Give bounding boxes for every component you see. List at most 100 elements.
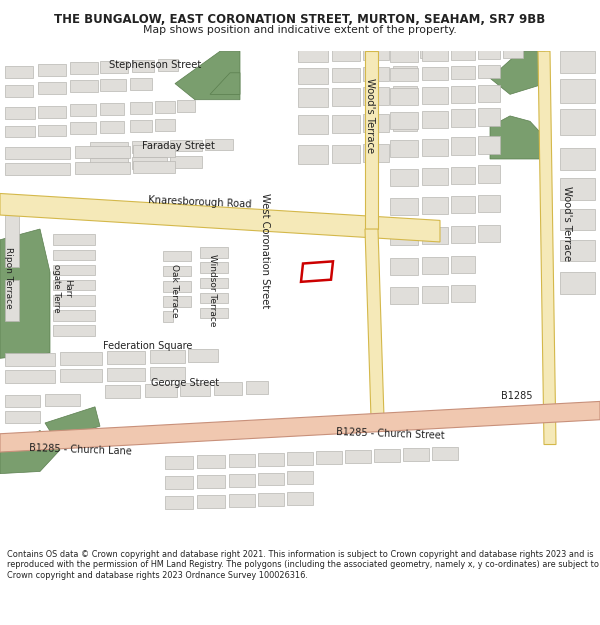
Bar bbox=[287, 471, 313, 484]
Bar bbox=[90, 142, 128, 154]
Text: West Coronation Street: West Coronation Street bbox=[260, 193, 270, 308]
Bar bbox=[130, 78, 152, 90]
Bar bbox=[38, 82, 66, 94]
Bar bbox=[132, 157, 167, 169]
Bar bbox=[403, 448, 429, 461]
Polygon shape bbox=[0, 194, 440, 242]
Bar bbox=[38, 64, 66, 76]
Bar bbox=[422, 168, 448, 185]
Bar bbox=[5, 147, 70, 159]
Bar bbox=[38, 124, 66, 136]
Bar bbox=[393, 66, 417, 81]
Bar bbox=[503, 45, 523, 58]
Bar bbox=[53, 234, 95, 245]
Bar bbox=[478, 166, 500, 182]
Bar bbox=[155, 119, 175, 131]
Bar bbox=[390, 69, 418, 81]
Bar bbox=[363, 144, 389, 162]
Bar bbox=[422, 139, 448, 156]
Bar bbox=[100, 79, 126, 91]
Bar bbox=[158, 59, 178, 71]
Bar bbox=[197, 474, 225, 488]
Bar bbox=[70, 62, 98, 74]
Bar bbox=[478, 46, 500, 59]
Bar bbox=[5, 395, 40, 407]
Bar bbox=[197, 455, 225, 468]
Bar bbox=[451, 196, 475, 213]
Polygon shape bbox=[365, 229, 384, 418]
Bar bbox=[133, 161, 175, 173]
Bar bbox=[214, 382, 242, 395]
Bar bbox=[422, 68, 448, 81]
Polygon shape bbox=[490, 51, 545, 94]
Bar bbox=[298, 69, 328, 84]
Bar bbox=[390, 258, 418, 276]
Bar bbox=[60, 352, 102, 365]
Text: Contains OS data © Crown copyright and database right 2021. This information is : Contains OS data © Crown copyright and d… bbox=[7, 550, 599, 580]
Bar bbox=[258, 493, 284, 506]
Bar bbox=[332, 115, 360, 133]
Text: B1285: B1285 bbox=[501, 391, 533, 401]
Polygon shape bbox=[538, 51, 556, 444]
Bar bbox=[130, 102, 152, 114]
Bar bbox=[332, 88, 360, 106]
Bar bbox=[451, 47, 475, 60]
Bar bbox=[451, 256, 475, 273]
Polygon shape bbox=[45, 407, 100, 439]
Bar bbox=[5, 204, 19, 267]
Bar bbox=[560, 148, 595, 170]
Bar bbox=[197, 495, 225, 508]
Bar bbox=[478, 225, 500, 242]
Text: Faraday Street: Faraday Street bbox=[142, 141, 214, 151]
Text: THE BUNGALOW, EAST CORONATION STREET, MURTON, SEAHAM, SR7 9BB: THE BUNGALOW, EAST CORONATION STREET, MU… bbox=[55, 12, 545, 26]
Bar bbox=[200, 248, 228, 258]
Bar bbox=[478, 108, 500, 126]
Bar bbox=[200, 278, 228, 288]
Polygon shape bbox=[490, 116, 545, 159]
Bar bbox=[432, 447, 458, 459]
Bar bbox=[132, 60, 154, 72]
Bar bbox=[390, 112, 418, 129]
Bar bbox=[100, 103, 124, 115]
Bar bbox=[422, 87, 448, 104]
Bar bbox=[422, 227, 448, 244]
Bar bbox=[390, 139, 418, 157]
Bar bbox=[38, 106, 66, 118]
Bar bbox=[363, 68, 389, 81]
Bar bbox=[165, 476, 193, 489]
Bar bbox=[332, 69, 360, 82]
Bar bbox=[560, 272, 595, 294]
Bar bbox=[70, 104, 96, 116]
Bar bbox=[287, 492, 313, 505]
Bar bbox=[177, 100, 195, 112]
Bar bbox=[205, 139, 233, 151]
Bar bbox=[451, 138, 475, 154]
Text: Knaresborough Road: Knaresborough Road bbox=[148, 195, 252, 209]
Bar bbox=[60, 369, 102, 382]
Bar bbox=[163, 266, 191, 276]
Bar bbox=[393, 86, 417, 104]
Bar bbox=[90, 158, 128, 170]
Bar bbox=[170, 156, 202, 168]
Bar bbox=[422, 286, 448, 303]
Bar bbox=[478, 84, 500, 102]
Bar bbox=[107, 351, 145, 364]
Bar bbox=[451, 86, 475, 103]
Bar bbox=[560, 240, 595, 261]
Bar bbox=[451, 285, 475, 302]
Bar bbox=[332, 145, 360, 163]
Bar bbox=[70, 122, 96, 134]
Bar bbox=[70, 81, 98, 92]
Text: B1285 - Church Lane: B1285 - Church Lane bbox=[28, 443, 131, 457]
Bar bbox=[451, 66, 475, 79]
Bar bbox=[363, 46, 389, 60]
Bar bbox=[5, 163, 70, 175]
Bar bbox=[145, 384, 177, 397]
Bar bbox=[560, 209, 595, 230]
Polygon shape bbox=[0, 431, 60, 474]
Bar bbox=[75, 146, 130, 158]
Bar bbox=[363, 114, 389, 132]
Bar bbox=[5, 66, 33, 78]
Bar bbox=[229, 454, 255, 467]
Bar bbox=[150, 350, 185, 362]
